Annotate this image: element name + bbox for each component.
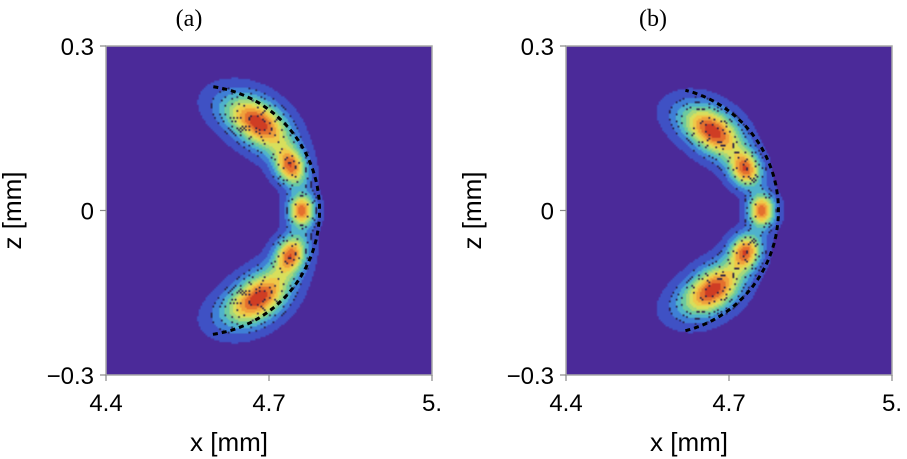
x-tick-label: 4.4 xyxy=(549,390,582,417)
y-axis-label: z [mm] xyxy=(457,172,487,250)
chart-panel-b: 4.4 4.7 5. 0.3 0 −0.3 x [mm] z [mm] (b) xyxy=(457,6,902,457)
x-tick-label: 4.4 xyxy=(89,390,122,417)
y-tick-label: −0.3 xyxy=(47,363,94,390)
x-tick-label: 5. xyxy=(882,390,902,417)
chart-title: (a) xyxy=(176,6,203,32)
x-axis-label: x [mm] xyxy=(650,427,728,457)
boundary-arc xyxy=(212,85,321,336)
intensity-field xyxy=(106,46,432,375)
chart-title: (b) xyxy=(639,6,667,32)
x-tick-label: 4.7 xyxy=(252,390,285,417)
chart-panel-a: 4.4 4.7 5. 0.3 0 −0.3 x [mm] z [mm] (a) xyxy=(0,6,442,457)
y-axis-label: z [mm] xyxy=(0,172,27,250)
y-tick-label: 0 xyxy=(81,199,94,226)
y-tick-label: 0.3 xyxy=(521,34,554,61)
boundary-arc xyxy=(685,88,780,333)
y-tick-label: 0 xyxy=(541,199,554,226)
intensity-field xyxy=(566,46,892,375)
x-axis-label: x [mm] xyxy=(190,427,268,457)
x-tick-label: 4.7 xyxy=(712,390,745,417)
y-tick-label: 0.3 xyxy=(61,34,94,61)
x-tick-label: 5. xyxy=(422,390,442,417)
y-tick-label: −0.3 xyxy=(507,363,554,390)
